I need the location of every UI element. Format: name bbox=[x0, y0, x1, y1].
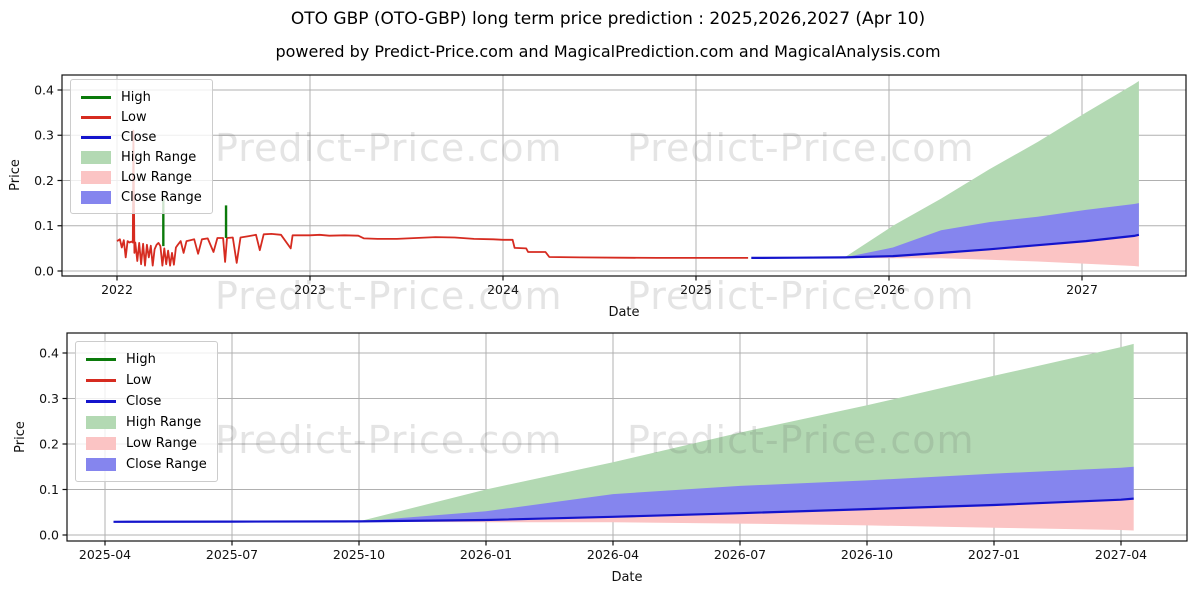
bottom-x-tick-label: 2026-01 bbox=[460, 547, 512, 562]
close-line-swatch bbox=[81, 135, 111, 139]
low-range-patch-swatch bbox=[86, 437, 116, 450]
low-line-swatch bbox=[81, 115, 111, 119]
top-x-tick-label: 2026 bbox=[873, 282, 905, 297]
bottom-y-tick-label: 0.0 bbox=[39, 527, 59, 542]
legend-label-low: Low bbox=[121, 109, 147, 125]
top-y-tick-label: 0.3 bbox=[34, 128, 54, 143]
close-range-patch-swatch bbox=[86, 458, 116, 471]
legend-item-low-range: Low Range bbox=[81, 167, 202, 187]
top-x-axis-label: Date bbox=[608, 305, 639, 320]
bottom-y-tick-label: 0.4 bbox=[39, 345, 59, 360]
legend-item-high-range: High Range bbox=[86, 412, 207, 433]
legend-item-close-range: Close Range bbox=[81, 187, 202, 207]
top-y-tick-label: 0.4 bbox=[34, 82, 54, 97]
legend-label-high: High bbox=[121, 89, 151, 105]
legend-label-close-range: Close Range bbox=[126, 457, 207, 472]
low-range-patch-swatch bbox=[81, 170, 111, 184]
chart-title: OTO GBP (OTO-GBP) long term price predic… bbox=[290, 9, 926, 29]
top-x-tick-label: 2023 bbox=[294, 282, 326, 297]
low-line-swatch bbox=[86, 379, 116, 382]
legend-item-high-range: High Range bbox=[81, 147, 202, 167]
close-range-patch-swatch bbox=[81, 190, 111, 204]
high-line-swatch bbox=[86, 358, 116, 361]
legend-label-close: Close bbox=[121, 129, 157, 145]
bottom-x-tick-label: 2027-01 bbox=[968, 547, 1020, 562]
bottom-y-tick-label: 0.1 bbox=[39, 482, 59, 497]
bottom-x-tick-label: 2025-04 bbox=[79, 547, 131, 562]
top-y-tick-label: 0.2 bbox=[34, 173, 54, 188]
bottom-x-tick-label: 2026-10 bbox=[841, 547, 893, 562]
legend-item-high: High bbox=[81, 87, 202, 107]
legend-bottom-chart: High Low Close High Range Low Range Clos… bbox=[75, 341, 218, 482]
high-range-patch-swatch bbox=[86, 416, 116, 429]
top-y-tick-label: 0.0 bbox=[34, 263, 54, 278]
close-line-swatch bbox=[86, 400, 116, 403]
legend-item-low-range: Low Range bbox=[86, 433, 207, 454]
top-x-tick-label: 2024 bbox=[487, 282, 519, 297]
bottom-y-tick-label: 0.2 bbox=[39, 436, 59, 451]
bottom-x-tick-label: 2026-04 bbox=[587, 547, 639, 562]
bottom-x-tick-label: 2027-04 bbox=[1095, 547, 1147, 562]
legend-label-low-range: Low Range bbox=[126, 436, 197, 451]
top-y-axis-label: Price bbox=[8, 159, 23, 191]
legend-item-low: Low bbox=[86, 370, 207, 391]
legend-top-chart: High Low Close High Range Low Range Clos… bbox=[70, 79, 213, 214]
legend-label-high-range: High Range bbox=[126, 415, 202, 430]
legend-item-close: Close bbox=[81, 127, 202, 147]
legend-label-close: Close bbox=[126, 394, 162, 409]
bottom-y-tick-label: 0.3 bbox=[39, 391, 59, 406]
legend-label-low: Low bbox=[126, 373, 152, 388]
legend-label-high-range: High Range bbox=[121, 149, 197, 165]
top-x-tick-label: 2025 bbox=[680, 282, 712, 297]
bottom-y-axis-label: Price bbox=[13, 421, 28, 453]
legend-item-close: Close bbox=[86, 391, 207, 412]
legend-label-low-range: Low Range bbox=[121, 169, 192, 185]
top-x-tick-label: 2027 bbox=[1066, 282, 1098, 297]
legend-label-close-range: Close Range bbox=[121, 189, 202, 205]
bottom-x-tick-label: 2025-07 bbox=[206, 547, 258, 562]
top-chart: 2022 2023 2024 2025 2026 2027 0.0 0.1 0.2 0.3 0.4 D… bbox=[8, 74, 1187, 320]
legend-label-high: High bbox=[126, 352, 156, 367]
bottom-chart: 2025-04 2025-07 2025-10 2026-01 2026-04 2026-… bbox=[13, 332, 1188, 585]
bottom-x-tick-label: 2026-07 bbox=[714, 547, 766, 562]
legend-item-low: Low bbox=[81, 107, 202, 127]
bottom-x-tick-label: 2025-10 bbox=[333, 547, 385, 562]
legend-item-high: High bbox=[86, 349, 207, 370]
chart-subtitle: powered by Predict-Price.com and Magical… bbox=[275, 42, 941, 61]
bottom-x-axis-label: Date bbox=[611, 570, 642, 585]
high-range-patch-swatch bbox=[81, 150, 111, 164]
top-x-tick-label: 2022 bbox=[101, 282, 133, 297]
top-y-tick-label: 0.1 bbox=[34, 218, 54, 233]
legend-item-close-range: Close Range bbox=[86, 454, 207, 475]
high-line-swatch bbox=[81, 95, 111, 99]
